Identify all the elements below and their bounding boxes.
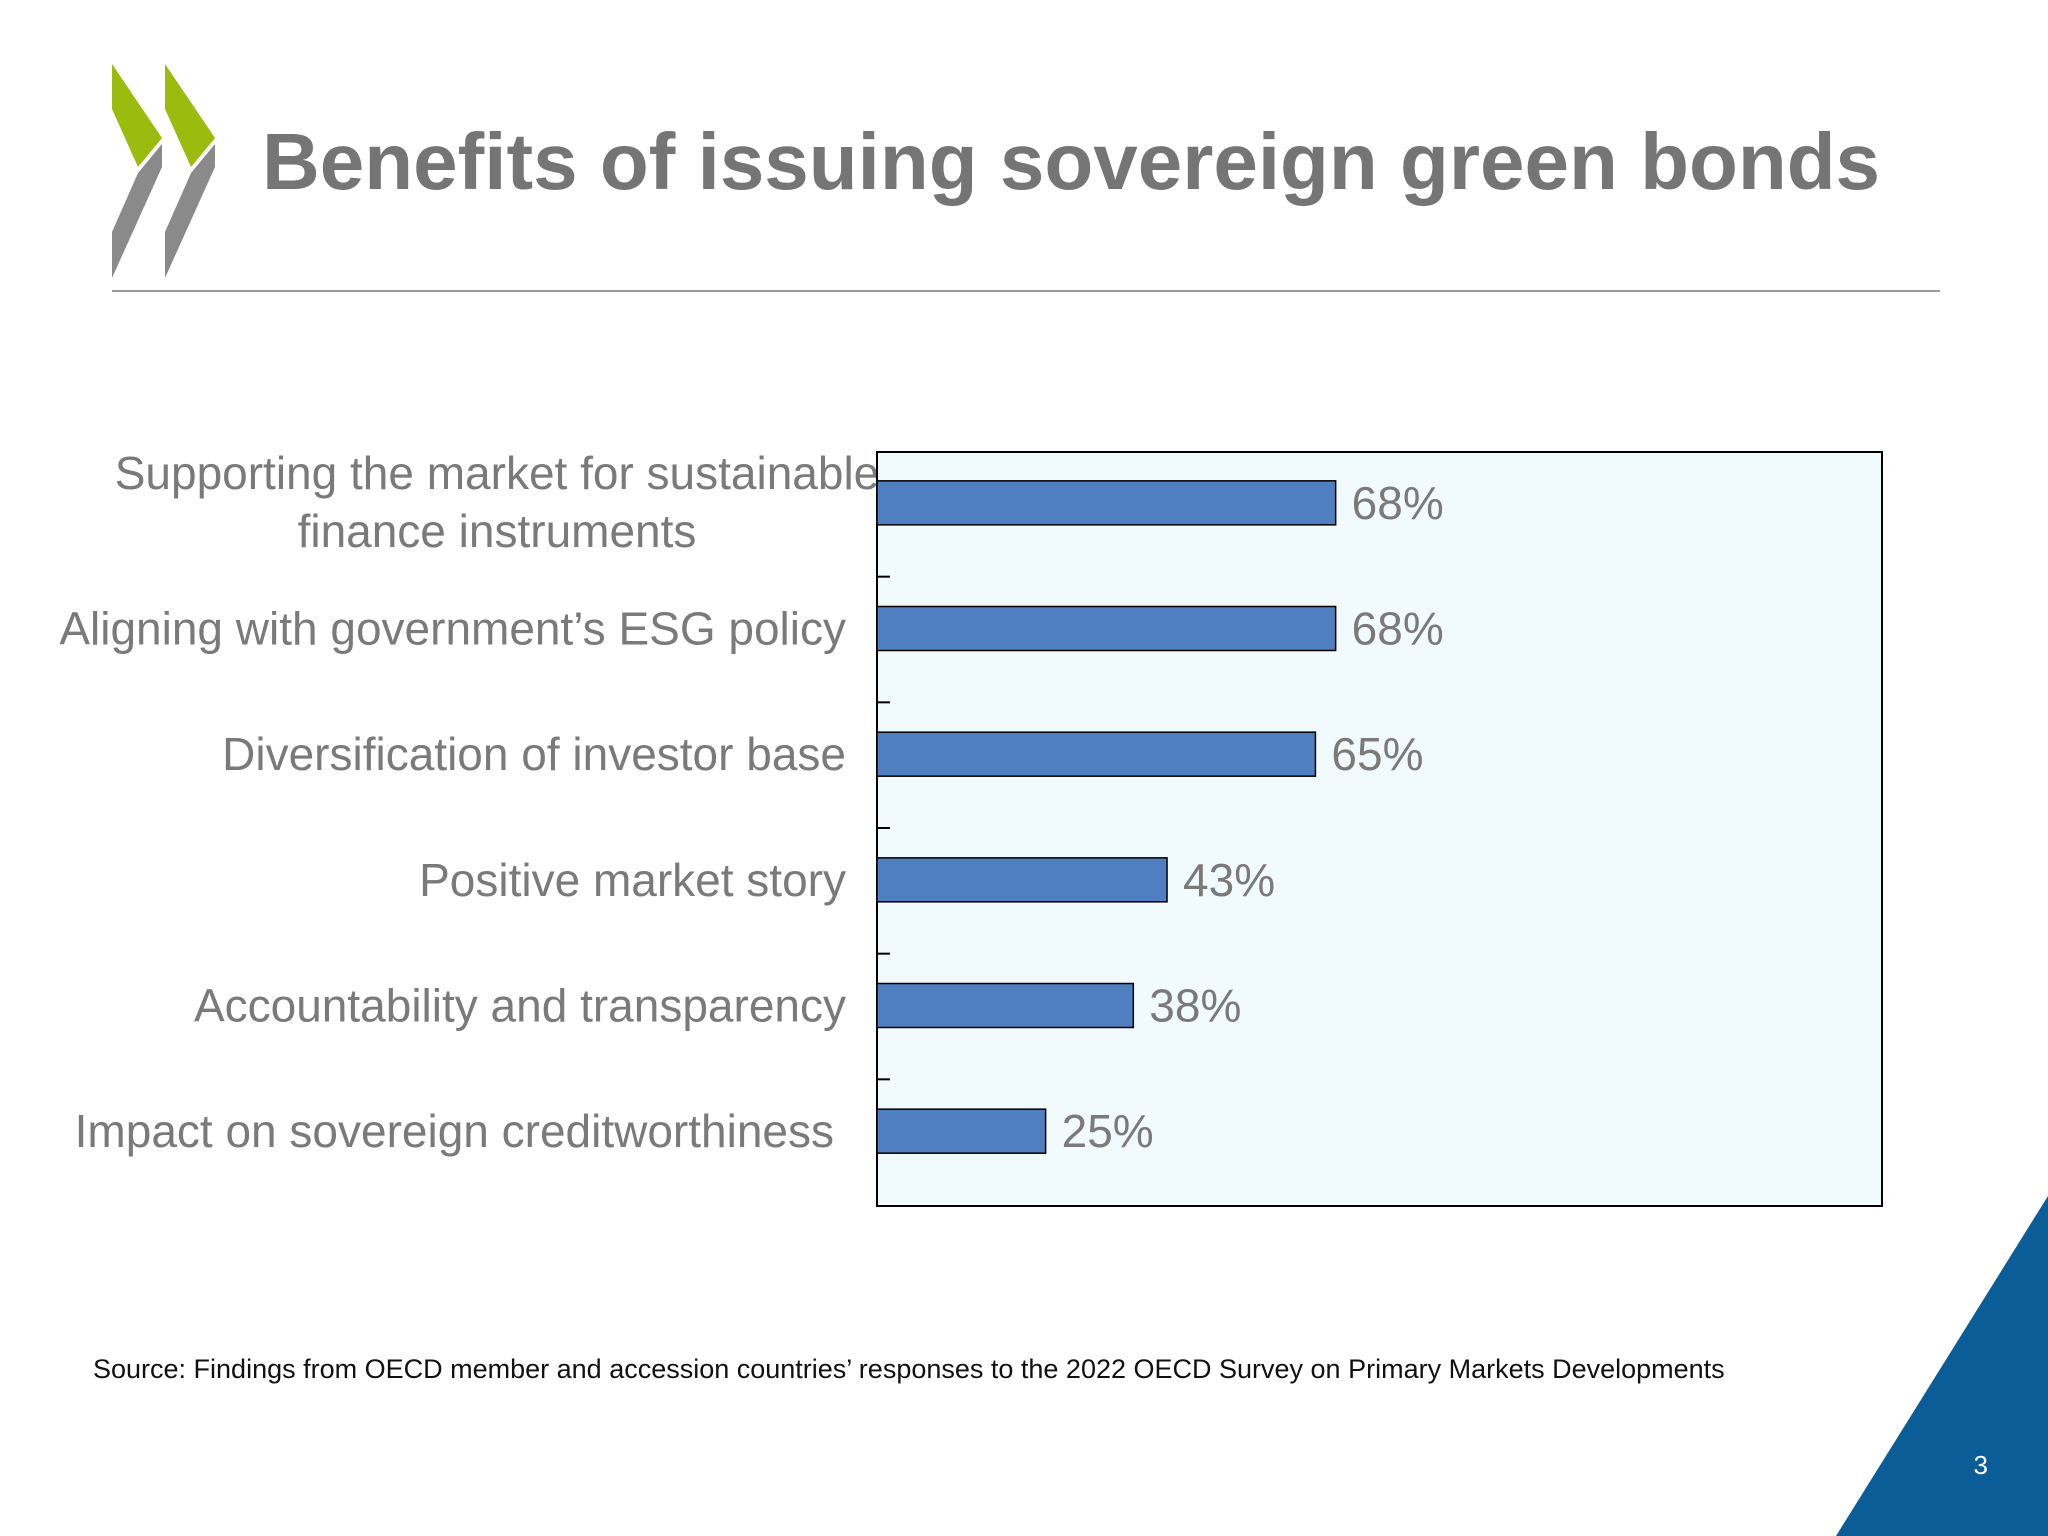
bar [876, 857, 1168, 903]
data-label: 68% [1352, 477, 1444, 529]
page-number: 3 [1973, 1450, 1988, 1480]
category-label: Accountability and transparency [194, 980, 846, 1032]
bar [876, 982, 1135, 1029]
bars [876, 480, 1337, 1154]
bar [876, 731, 1317, 777]
data-label: 65% [1331, 728, 1423, 780]
title-divider [112, 290, 1940, 292]
category-label: Diversification of investor base [222, 728, 846, 780]
source-note: Source: Findings from OECD member and ac… [93, 1354, 1725, 1384]
category-labels: Supporting the market for sustainable fin… [59, 447, 879, 1157]
bar [876, 1108, 1047, 1154]
category-label: Positive market story [419, 854, 846, 906]
data-label: 68% [1352, 603, 1444, 655]
logo-green-chevron-right [165, 64, 215, 167]
bar [876, 480, 1337, 526]
category-label: Impact on sovereign creditworthiness [75, 1105, 834, 1157]
data-label: 25% [1062, 1105, 1154, 1157]
category-label: Supporting the market for sustainable fin… [115, 447, 880, 557]
data-label: 38% [1149, 980, 1241, 1032]
plot-area [876, 451, 1883, 1207]
slide-title: Benefits of issuing sovereign green bond… [262, 117, 1881, 206]
axis-ticks [877, 575, 890, 1081]
bar [876, 605, 1337, 652]
data-label: 43% [1183, 854, 1275, 906]
logo-grey-chevron-right [165, 144, 215, 278]
logo-grey-chevron-left [112, 144, 162, 278]
data-labels: 68% 68% 65% 43% 38% 25% [1062, 477, 1444, 1157]
category-label: Aligning with government’s ESG policy [59, 603, 846, 655]
oecd-logo-chevrons [112, 64, 215, 278]
logo-green-chevron-left [112, 64, 162, 167]
